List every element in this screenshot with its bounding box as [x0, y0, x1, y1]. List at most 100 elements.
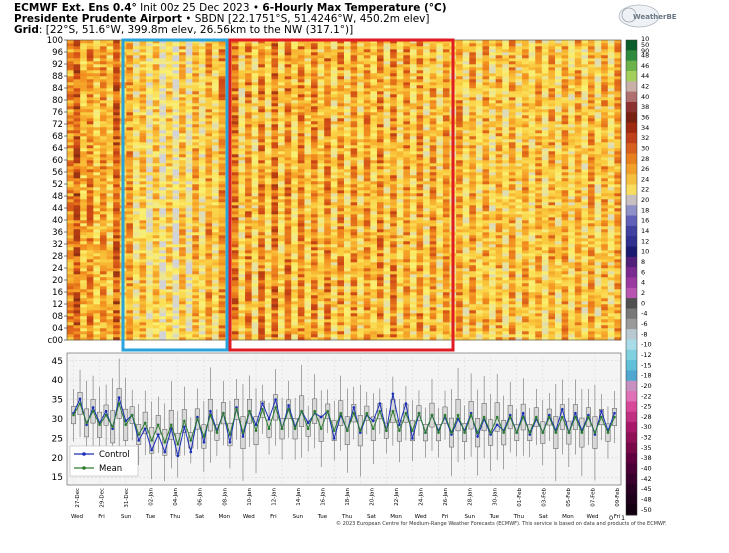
heatmap-cell	[251, 109, 259, 113]
heatmap-cell	[152, 211, 160, 215]
heatmap-cell	[370, 208, 378, 212]
heatmap-cell	[179, 133, 187, 137]
heatmap-cell	[383, 241, 391, 245]
heatmap-cell	[251, 97, 259, 101]
heatmap-cell	[344, 283, 351, 287]
heatmap-cell	[159, 85, 167, 89]
heatmap-cell	[179, 91, 187, 95]
heatmap-cell	[126, 286, 134, 290]
heatmap-cell	[317, 310, 325, 314]
heatmap-cell	[146, 238, 154, 242]
heatmap-cell	[390, 325, 398, 329]
heatmap-cell	[132, 289, 140, 293]
heatmap-cell	[113, 91, 121, 95]
heatmap-cell	[357, 106, 365, 110]
heatmap-cell	[357, 325, 365, 329]
heatmap-cell	[350, 64, 358, 68]
heatmap-cell	[179, 217, 187, 221]
heatmap-cell	[344, 223, 351, 227]
heatmap-cell	[132, 280, 140, 284]
heatmap-cell	[357, 88, 365, 92]
heatmap-cell	[238, 268, 246, 272]
heatmap-cell	[376, 271, 384, 275]
heatmap-cell	[344, 304, 351, 308]
heatmap-cell	[284, 166, 292, 170]
heatmap-cell	[330, 187, 338, 191]
heatmap-cell	[212, 79, 219, 83]
heatmap-cell	[218, 64, 226, 68]
heatmap-cell	[297, 181, 305, 185]
heatmap-cell	[330, 298, 338, 302]
heatmap-cell	[330, 115, 338, 119]
heatmap-cell	[139, 190, 147, 194]
heatmap-cell	[165, 250, 173, 254]
heatmap-cell	[324, 304, 332, 308]
heatmap-cell	[152, 193, 160, 197]
heatmap-cell	[205, 280, 213, 284]
heatmap-cell	[278, 304, 285, 308]
heatmap-cell	[179, 49, 187, 53]
heatmap-cell	[152, 169, 160, 173]
heatmap-cell	[238, 253, 246, 257]
heatmap-cell	[86, 289, 94, 293]
heatmap-cell	[291, 259, 299, 263]
heatmap-cell	[284, 259, 292, 263]
heatmap-cell	[67, 88, 74, 92]
heatmap-cell	[284, 157, 292, 161]
heatmap-cell	[185, 163, 193, 167]
heatmap-cell	[159, 331, 167, 335]
heatmap-cell	[198, 268, 206, 272]
heatmap-cell	[172, 325, 180, 329]
heatmap-cell	[179, 262, 187, 266]
heatmap-cell	[80, 277, 88, 281]
heatmap-cell	[278, 109, 285, 113]
heatmap-cell	[317, 58, 325, 62]
heatmap-cell	[113, 46, 121, 50]
heatmap-cell	[245, 79, 252, 83]
heatmap-cell	[383, 124, 391, 128]
heatmap-cell	[344, 70, 351, 74]
heatmap-cell	[126, 337, 134, 341]
heatmap-cell	[337, 157, 345, 161]
heatmap-cell	[159, 325, 167, 329]
heatmap-cell	[245, 43, 252, 47]
heatmap-cell	[370, 292, 378, 296]
heatmap-cell	[67, 187, 74, 191]
heatmap-cell	[146, 76, 154, 80]
heatmap-cell	[126, 184, 134, 188]
heatmap-cell	[93, 259, 101, 263]
heatmap-cell	[271, 286, 279, 290]
heatmap-cell	[383, 325, 391, 329]
heatmap-cell	[350, 316, 358, 320]
heatmap-cell	[350, 313, 358, 317]
heatmap-cell	[330, 253, 338, 257]
heatmap-cell	[370, 238, 378, 242]
heatmap-cell	[297, 292, 305, 296]
heatmap-cell	[317, 319, 325, 323]
heatmap-cell	[80, 301, 88, 305]
heatmap-cell	[376, 310, 384, 314]
heatmap-cell	[251, 175, 259, 179]
heatmap-cell	[317, 115, 325, 119]
heatmap-cell	[291, 49, 299, 53]
heatmap-cell	[218, 175, 226, 179]
heatmap-cell	[344, 277, 351, 281]
heatmap-cell	[363, 112, 371, 116]
heatmap-cell	[376, 85, 384, 89]
heatmap-cell	[86, 184, 94, 188]
heatmap-cell	[297, 166, 305, 170]
heatmap-cell	[324, 295, 332, 299]
heatmap-cell	[264, 76, 272, 80]
heatmap-cell	[251, 301, 259, 305]
heatmap-cell	[139, 271, 147, 275]
heatmap-cell	[370, 166, 378, 170]
heatmap-cell	[350, 253, 358, 257]
heatmap-cell	[350, 178, 358, 182]
heatmap-cell	[291, 124, 299, 128]
heatmap-cell	[113, 286, 121, 290]
heatmap-cell	[271, 94, 279, 98]
heatmap-cell	[376, 256, 384, 260]
heatmap-cell	[350, 154, 358, 158]
heatmap-cell	[218, 82, 226, 86]
heatmap-cell	[383, 316, 391, 320]
